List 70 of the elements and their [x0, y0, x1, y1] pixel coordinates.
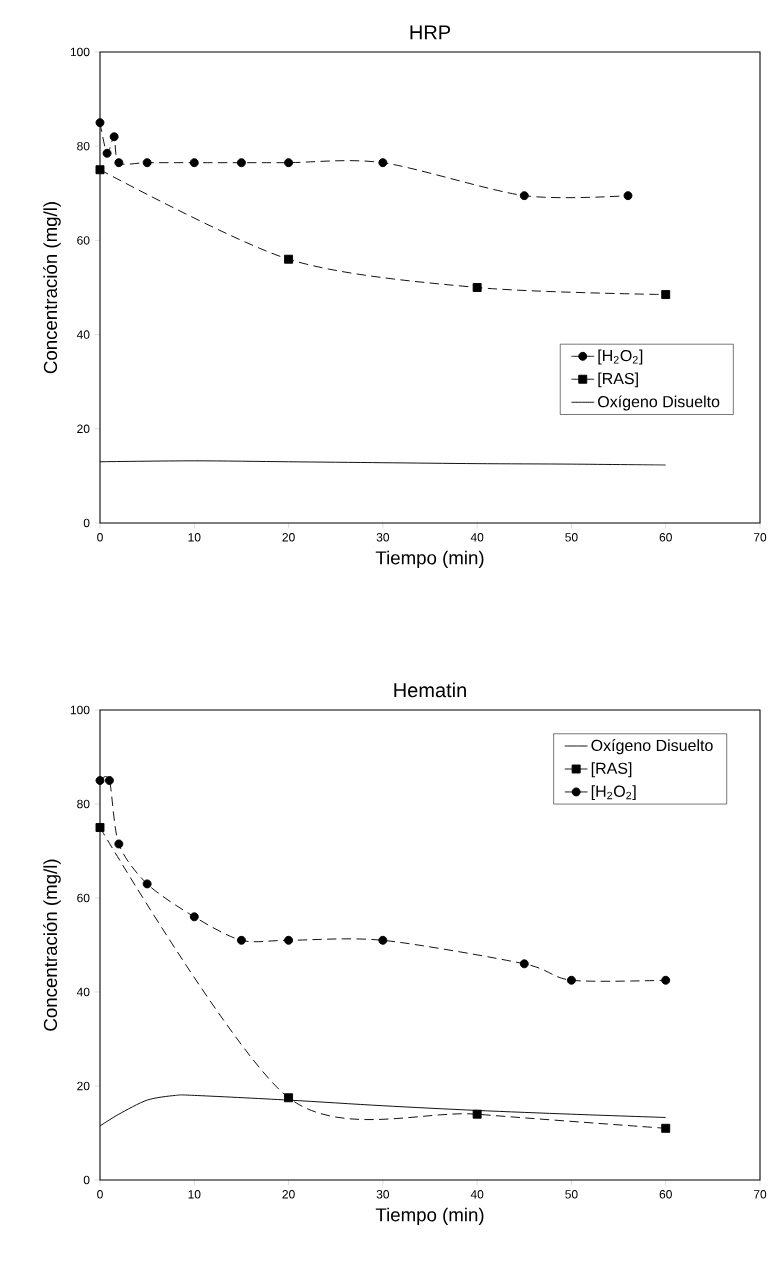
- legend-label: [RAS]: [598, 372, 638, 388]
- x-tick-label: 10: [188, 1190, 201, 1199]
- x-tick-label: 50: [565, 533, 578, 542]
- y-axis-title: Concentración (mg/l): [43, 859, 61, 1031]
- x-tick-label: 70: [753, 1190, 767, 1199]
- point: [284, 935, 294, 945]
- y-tick-label: 20: [77, 424, 90, 434]
- legend-label: [H$_{2}$O$_{2}$]: [598, 349, 643, 365]
- point: [189, 158, 199, 168]
- legend-label: [H$_{2}$O$_{2}$]: [591, 785, 636, 801]
- legend-label: Oxígeno Disuelto: [598, 395, 720, 411]
- point: [623, 191, 633, 201]
- point: [95, 823, 105, 832]
- x-tick-label: 50: [565, 1190, 578, 1199]
- point: [102, 148, 112, 158]
- point: [109, 132, 119, 142]
- point: [114, 839, 124, 849]
- point: [519, 959, 529, 969]
- y-tick-label: 40: [76, 330, 90, 339]
- chart-title: Hematin: [394, 682, 466, 698]
- point: [236, 158, 246, 168]
- point: [378, 935, 388, 945]
- y-tick-label: 0: [83, 1175, 90, 1185]
- y-tick-label: 60: [77, 236, 90, 245]
- y-tick-label: 100: [70, 47, 90, 57]
- y-tick-label: 100: [70, 705, 90, 715]
- point: [104, 776, 114, 785]
- point: [284, 1093, 294, 1103]
- y-axis-title: Concentración (mg/l): [43, 202, 61, 374]
- point: [661, 1123, 671, 1133]
- point: [378, 158, 388, 168]
- point: [95, 118, 105, 128]
- x-tick-label: 30: [376, 1190, 390, 1199]
- y-tick-label: 80: [77, 799, 90, 809]
- x-tick-label: 20: [282, 1190, 295, 1199]
- point: [142, 879, 152, 889]
- point: [472, 1109, 482, 1119]
- x-tick-label: 0: [97, 1190, 103, 1199]
- point: [661, 290, 671, 300]
- point: [519, 191, 529, 201]
- point: [284, 158, 294, 168]
- x-tick-label: 10: [188, 533, 201, 542]
- y-tick-label: 40: [76, 987, 90, 997]
- y-tick-label: 60: [77, 893, 90, 903]
- legend-label: Oxígeno Disuelto: [591, 739, 713, 755]
- x-axis-title: Tiempo (min): [375, 1207, 484, 1226]
- point: [566, 975, 576, 985]
- point: [472, 283, 482, 292]
- chart-title: HRP: [410, 25, 451, 40]
- x-tick-label: 20: [282, 533, 295, 542]
- x-tick-label: 30: [376, 533, 390, 542]
- y-tick-label: 0: [83, 518, 90, 528]
- x-tick-label: 0: [97, 533, 103, 542]
- point: [284, 254, 294, 264]
- x-tick-label: 60: [659, 1190, 672, 1199]
- x-tick-label: 70: [753, 533, 767, 542]
- point: [95, 165, 105, 175]
- point: [661, 975, 671, 985]
- x-axis-title: Tiempo (min): [375, 550, 484, 569]
- point: [189, 912, 199, 922]
- y-tick-label: 80: [77, 141, 90, 151]
- x-tick-label: 60: [659, 533, 672, 542]
- legend-label: [RAS]: [591, 762, 632, 778]
- x-tick-label: 40: [470, 1190, 484, 1199]
- point: [95, 776, 105, 785]
- point: [142, 158, 152, 168]
- x-tick-label: 40: [470, 533, 484, 542]
- point: [114, 158, 124, 168]
- y-tick-label: 20: [77, 1081, 90, 1091]
- point: [236, 935, 246, 945]
